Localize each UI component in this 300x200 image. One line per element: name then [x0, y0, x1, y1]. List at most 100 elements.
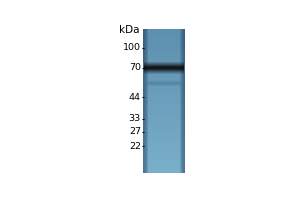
- Bar: [143, 111, 185, 112]
- Bar: [182, 29, 185, 173]
- Bar: [143, 58, 185, 59]
- Bar: [143, 151, 185, 152]
- Bar: [143, 45, 185, 46]
- Bar: [143, 33, 185, 34]
- Bar: [143, 77, 185, 78]
- Bar: [143, 56, 185, 57]
- Bar: [143, 66, 185, 67]
- Bar: [143, 55, 185, 56]
- Bar: [181, 29, 185, 173]
- Bar: [143, 29, 146, 173]
- Bar: [143, 138, 185, 139]
- Bar: [143, 118, 185, 119]
- Bar: [143, 153, 185, 154]
- Bar: [143, 29, 144, 173]
- Bar: [143, 74, 185, 75]
- Bar: [143, 156, 185, 157]
- Bar: [143, 130, 185, 131]
- Bar: [182, 29, 185, 173]
- Bar: [182, 29, 185, 173]
- Bar: [184, 29, 185, 173]
- Bar: [143, 71, 185, 72]
- Bar: [143, 112, 185, 113]
- Bar: [143, 132, 185, 133]
- Bar: [184, 29, 185, 173]
- Bar: [143, 29, 145, 173]
- Text: 70: 70: [129, 63, 141, 72]
- Bar: [143, 102, 185, 103]
- Bar: [143, 79, 185, 80]
- Bar: [143, 93, 185, 94]
- Bar: [143, 98, 185, 99]
- Bar: [143, 31, 185, 32]
- Bar: [143, 92, 185, 93]
- Bar: [143, 125, 185, 126]
- Bar: [143, 34, 185, 35]
- Bar: [143, 62, 185, 63]
- Bar: [143, 32, 185, 33]
- Bar: [143, 152, 185, 153]
- Bar: [143, 59, 185, 60]
- Bar: [183, 29, 185, 173]
- Bar: [143, 67, 185, 68]
- Bar: [143, 145, 185, 146]
- Bar: [143, 135, 185, 136]
- Bar: [143, 54, 185, 55]
- Bar: [143, 90, 185, 91]
- Bar: [143, 29, 147, 173]
- Bar: [143, 70, 185, 71]
- Bar: [143, 29, 146, 173]
- Bar: [143, 172, 185, 173]
- Bar: [143, 170, 185, 171]
- Bar: [143, 29, 148, 173]
- Bar: [143, 43, 185, 44]
- Bar: [143, 133, 185, 134]
- Bar: [143, 115, 185, 116]
- Bar: [143, 50, 185, 51]
- Bar: [143, 76, 185, 77]
- Bar: [143, 48, 185, 49]
- Bar: [143, 139, 185, 140]
- Bar: [184, 29, 185, 173]
- Bar: [143, 89, 185, 90]
- Bar: [143, 41, 185, 42]
- Bar: [143, 61, 185, 62]
- Bar: [143, 167, 185, 168]
- Bar: [143, 150, 185, 151]
- Bar: [143, 84, 185, 85]
- Bar: [143, 40, 185, 41]
- Bar: [143, 88, 185, 89]
- Bar: [143, 97, 185, 98]
- Bar: [143, 46, 185, 47]
- Bar: [143, 104, 185, 105]
- Bar: [143, 42, 185, 43]
- Bar: [143, 127, 185, 128]
- Bar: [181, 29, 185, 173]
- Bar: [143, 85, 185, 86]
- Bar: [143, 47, 185, 48]
- Bar: [143, 37, 185, 38]
- Bar: [143, 29, 148, 173]
- Bar: [143, 63, 185, 64]
- Bar: [143, 29, 148, 173]
- Bar: [143, 126, 185, 127]
- Bar: [143, 68, 185, 69]
- Bar: [143, 165, 185, 166]
- Bar: [183, 29, 185, 173]
- Bar: [143, 124, 185, 125]
- Bar: [143, 36, 185, 37]
- Bar: [143, 160, 185, 161]
- Bar: [143, 53, 185, 54]
- Bar: [143, 103, 185, 104]
- Bar: [143, 72, 185, 73]
- Bar: [143, 83, 185, 84]
- Bar: [143, 51, 185, 52]
- Bar: [143, 166, 185, 167]
- Bar: [143, 141, 185, 142]
- Bar: [143, 107, 185, 108]
- Bar: [143, 143, 185, 144]
- Bar: [143, 82, 185, 83]
- Bar: [143, 57, 185, 58]
- Bar: [143, 65, 185, 66]
- Bar: [143, 169, 185, 170]
